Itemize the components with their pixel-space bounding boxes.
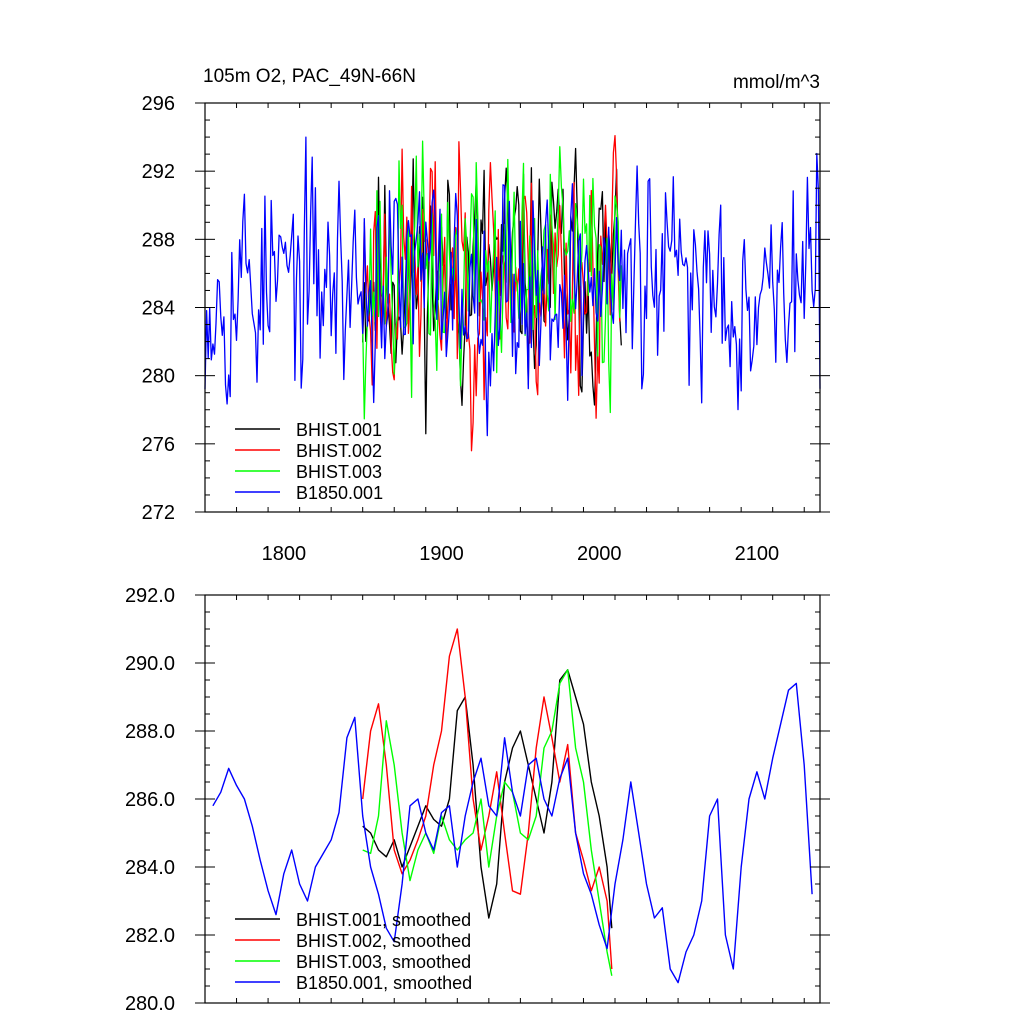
top-ytick-label: 288 [142, 229, 175, 251]
bottom-legend-label: B1850.001, smoothed [296, 973, 472, 993]
bottom-legend-label: BHIST.002, smoothed [296, 931, 471, 951]
top-xtick-label: 2000 [577, 543, 622, 565]
bottom-legend-label: BHIST.003, smoothed [296, 952, 471, 972]
bottom-series-line-b1850-001-smoothed [212, 682, 813, 984]
top-legend-label: BHIST.002 [296, 441, 382, 461]
bottom-ytick-label: 288.0 [125, 721, 175, 743]
top-ytick-label: 284 [142, 298, 175, 320]
bottom-ytick-label: 286.0 [125, 789, 175, 811]
bottom-ytick-label: 280.0 [125, 993, 175, 1015]
top-ytick-label: 276 [142, 434, 175, 456]
top-xtick-label: 1900 [419, 543, 464, 565]
top-xtick-label: 2100 [735, 543, 780, 565]
bottom-series-line-bhist-003-smoothed [362, 669, 613, 976]
top-legend-label: BHIST.003 [296, 462, 382, 482]
bottom-ytick-label: 290.0 [125, 653, 175, 675]
top-legend-label: BHIST.001 [296, 420, 382, 440]
top-ytick-label: 280 [142, 366, 175, 388]
bottom-series-group [212, 628, 813, 984]
top-axes: 1800 1900 2000 2100 272 276 280 284 288 292 296 [142, 93, 830, 565]
top-series-line-b1850-001 [204, 136, 821, 437]
top-panel-units: mmol/m^3 [733, 72, 820, 93]
bottom-panel: 280.0 282.0 284.0 286.0 288.0 290.0 292.0 BHIS… [125, 585, 830, 1015]
bottom-axes: 280.0 282.0 284.0 286.0 288.0 290.0 292.0 [125, 585, 830, 1015]
top-ytick-label: 296 [142, 93, 175, 115]
top-ytick-label: 292 [142, 161, 175, 183]
top-ytick-label: 272 [142, 502, 175, 524]
top-panel-title: 105m O2, PAC_49N-66N [203, 66, 416, 87]
bottom-ytick-label: 284.0 [125, 857, 175, 879]
bottom-ytick-label: 292.0 [125, 585, 175, 607]
top-xtick-label: 1800 [262, 543, 307, 565]
top-panel: 105m O2, PAC_49N-66N mmol/m^3 1800 1900 20… [142, 66, 830, 565]
top-series-group [204, 135, 821, 452]
top-legend-label: B1850.001 [296, 483, 383, 503]
bottom-ytick-label: 282.0 [125, 925, 175, 947]
top-series-line-bhist-002 [362, 135, 622, 452]
bottom-legend-label: BHIST.001, smoothed [296, 910, 471, 930]
